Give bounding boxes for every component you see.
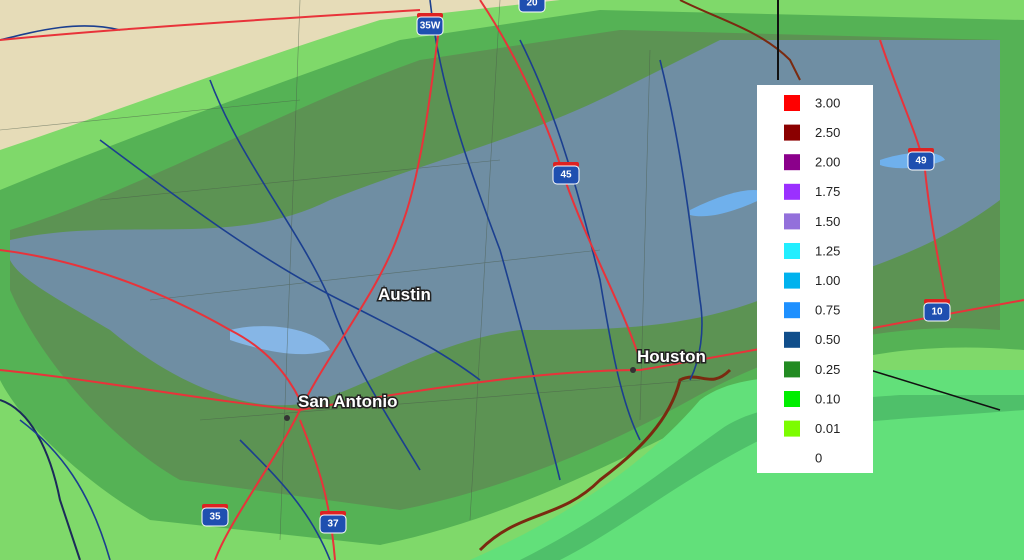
river: [429, 0, 561, 481]
legend-label: 1.25: [815, 243, 840, 258]
river: [0, 25, 121, 41]
rain-band: [10, 40, 1000, 406]
legend-swatch: [784, 183, 800, 200]
legend-swatch: [784, 95, 800, 111]
city-label: Austin: [378, 285, 431, 304]
legend-swatch: [784, 243, 800, 259]
legend-swatch: [784, 213, 800, 230]
shield: [416, 16, 444, 36]
shield-label: 10: [931, 307, 943, 318]
road: [0, 249, 301, 401]
state-border: [679, 0, 801, 81]
river: [519, 39, 641, 441]
legend-swatch: [784, 361, 800, 378]
legend-swatch: [784, 420, 800, 437]
shield-label: 37: [327, 519, 339, 530]
shield: [518, 0, 546, 13]
coastline: [478, 368, 732, 552]
river: [239, 439, 331, 560]
shield: [552, 165, 580, 185]
shield: [319, 514, 347, 534]
legend-swatch: [784, 154, 800, 171]
legend-label: 0.01: [815, 421, 840, 436]
shield-label: 49: [915, 156, 927, 167]
river: [209, 79, 421, 471]
border: [0, 399, 81, 560]
rain-patch: [690, 190, 770, 217]
legend-label: 3.00: [815, 95, 840, 110]
road-i37: [299, 419, 336, 560]
road-i35: [214, 19, 441, 560]
legend-label: 1.00: [815, 273, 840, 288]
legend: 3.00 2.50 2.00 1.75 1.50 1.25 1.00 0.75 0.50 0.25…: [784, 95, 840, 466]
shield-label: 20: [526, 0, 538, 9]
state-line: [869, 369, 1001, 411]
city-labels: Austin San Antonio Houston: [284, 284, 707, 421]
shield-label: 35W: [420, 21, 441, 32]
river: [99, 139, 481, 381]
rain-patch: [230, 326, 330, 355]
legend-swatch: [784, 331, 800, 348]
legend-label: 0.75: [815, 303, 840, 318]
city-label: Houston: [637, 347, 706, 366]
legend-label: 0.10: [815, 391, 840, 406]
city-label: San Antonio: [298, 392, 397, 411]
county-lines: [0, 0, 701, 541]
legend-label: 1.50: [815, 214, 840, 229]
legend-swatch: [784, 272, 800, 289]
legend-label: 1.75: [815, 184, 840, 199]
shield-label: 45: [560, 170, 572, 181]
legend-swatch: [784, 124, 800, 141]
city-dot: [284, 415, 290, 421]
highway-shields: 35W 20 45 49 10 35 37: [201, 0, 951, 534]
legend-swatch: [784, 391, 800, 407]
city-dot: [630, 367, 636, 373]
shield: [907, 151, 935, 171]
legend-label: 2.00: [815, 155, 840, 170]
legend-box: [757, 85, 873, 473]
legend-label: 0: [815, 451, 822, 466]
legend-swatch: [784, 302, 800, 319]
shield-label: 35: [209, 512, 221, 523]
shield: [923, 302, 951, 322]
legend-label: 2.50: [815, 125, 840, 140]
road: [0, 9, 421, 41]
legend-label: 0.50: [815, 332, 840, 347]
shield: [201, 507, 229, 527]
river: [659, 59, 703, 381]
river: [19, 419, 111, 560]
legend-label: 0.25: [815, 362, 840, 377]
